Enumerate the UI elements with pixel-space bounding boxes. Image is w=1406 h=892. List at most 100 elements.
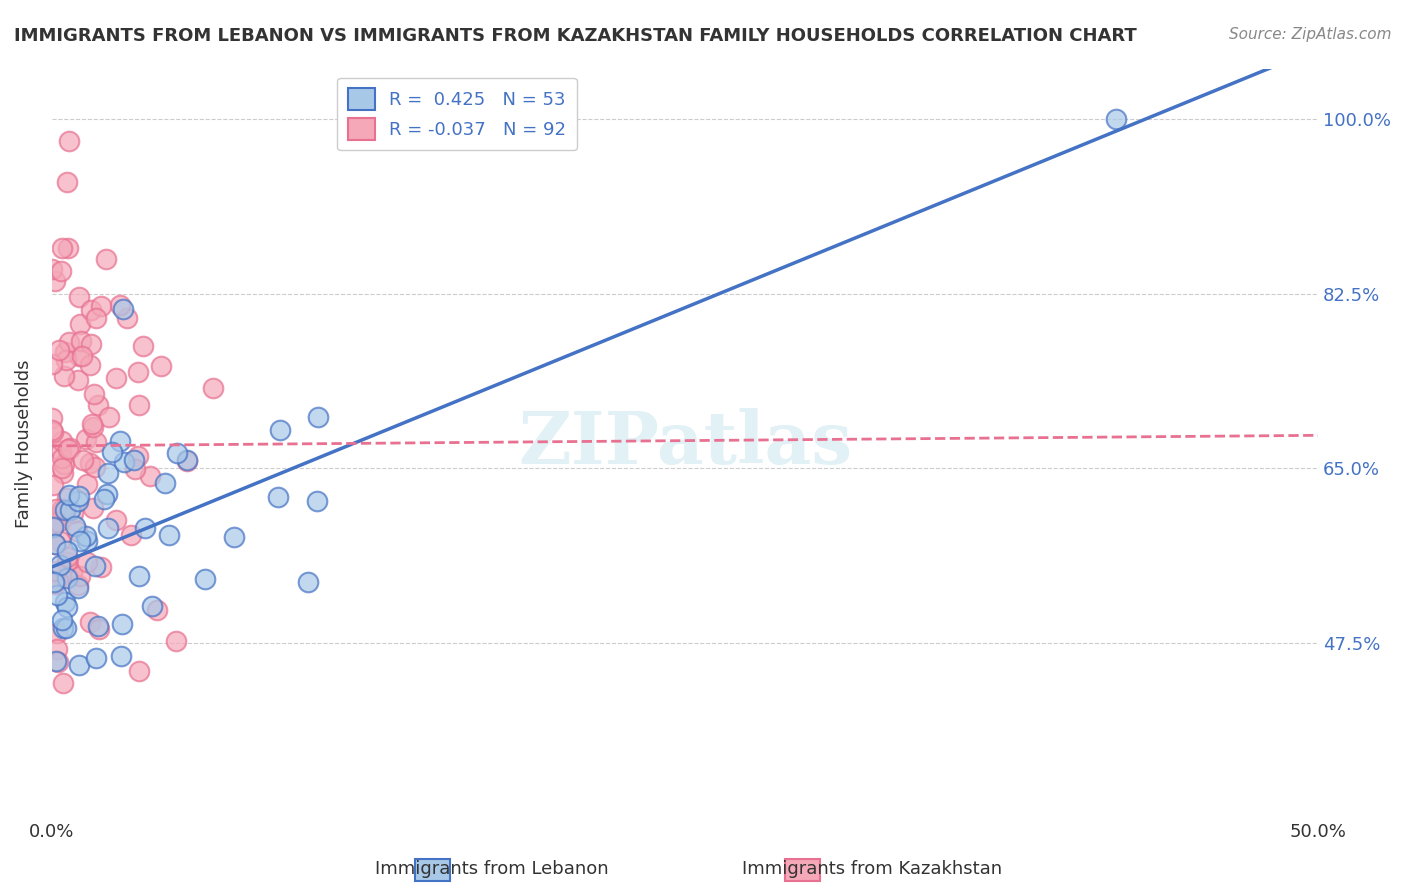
Point (82, 419, 104, 434)
Point (297, 574, 319, 589)
Point (80, 417, 103, 432)
Y-axis label: Family Households: Family Households (15, 359, 32, 528)
Point (44, 274, 66, 288)
Point (112, 455, 135, 469)
Point (110, 298, 132, 312)
Point (90, 299, 112, 313)
Point (45, 588, 67, 602)
Point (75, 432, 97, 446)
Point (53, 457, 76, 471)
Point (110, 617, 132, 632)
Point (90, 560, 112, 574)
Point (141, 599, 163, 613)
Point (42, 520, 65, 534)
Point (124, 452, 146, 467)
Point (87, 622, 110, 636)
Point (53, 368, 76, 383)
Point (127, 365, 149, 379)
Point (145, 603, 167, 617)
Point (45, 626, 67, 640)
Text: Source: ZipAtlas.com: Source: ZipAtlas.com (1229, 27, 1392, 42)
Point (48, 558, 70, 572)
Point (44, 537, 66, 551)
Point (166, 446, 188, 460)
Point (80, 337, 103, 351)
Point (98, 410, 121, 425)
Point (70, 334, 93, 349)
Point (45, 501, 67, 516)
Point (96, 487, 118, 501)
Point (307, 494, 329, 508)
Point (76, 477, 98, 491)
Point (56, 544, 79, 558)
Point (48, 515, 70, 529)
Point (176, 453, 198, 467)
Point (83, 559, 105, 574)
Point (139, 469, 162, 483)
Point (307, 409, 329, 424)
Point (51, 450, 73, 465)
Point (127, 449, 149, 463)
Point (201, 381, 224, 395)
Point (52, 466, 75, 480)
Point (59, 441, 82, 455)
Point (69, 533, 91, 548)
Point (56, 571, 79, 585)
Point (67, 489, 90, 503)
Point (108, 434, 131, 448)
Point (80, 302, 103, 317)
Point (121, 528, 143, 542)
Point (55, 621, 77, 635)
Point (51, 263, 73, 277)
Point (69, 569, 91, 583)
Point (41, 423, 63, 437)
Point (58, 488, 80, 502)
Point (44, 576, 66, 591)
Point (134, 521, 156, 535)
Point (52, 620, 75, 634)
Point (76, 534, 98, 549)
Text: Immigrants from Lebanon: Immigrants from Lebanon (375, 860, 609, 878)
Point (46, 641, 69, 656)
Point (149, 359, 172, 374)
Point (267, 490, 290, 504)
Point (83, 459, 105, 474)
Point (193, 572, 215, 586)
Point (48, 534, 70, 549)
Point (72, 452, 94, 467)
Point (76, 555, 98, 569)
Point (60, 566, 83, 581)
Point (67, 373, 90, 387)
Point (111, 301, 134, 316)
Point (55, 491, 77, 505)
Point (1104, 112, 1126, 126)
Point (70, 349, 93, 363)
Point (83, 387, 105, 401)
Point (66, 494, 89, 508)
Point (105, 371, 128, 385)
Point (46, 573, 69, 587)
Point (56, 599, 79, 614)
Point (131, 339, 153, 353)
Point (62, 506, 84, 520)
Point (110, 648, 132, 663)
Point (55, 353, 77, 368)
Point (56, 442, 79, 457)
Point (45, 564, 67, 578)
Point (97, 466, 120, 480)
Point (124, 462, 146, 476)
Point (79, 457, 101, 471)
Point (58, 335, 80, 350)
Point (165, 633, 187, 648)
Point (86, 434, 108, 449)
Point (79, 615, 101, 629)
Point (157, 527, 180, 541)
Point (66, 582, 89, 596)
Point (105, 513, 128, 527)
Point (66, 578, 89, 592)
Point (176, 454, 198, 468)
Point (128, 665, 150, 679)
Point (41, 410, 63, 425)
Point (59, 502, 82, 516)
Point (42, 425, 65, 439)
